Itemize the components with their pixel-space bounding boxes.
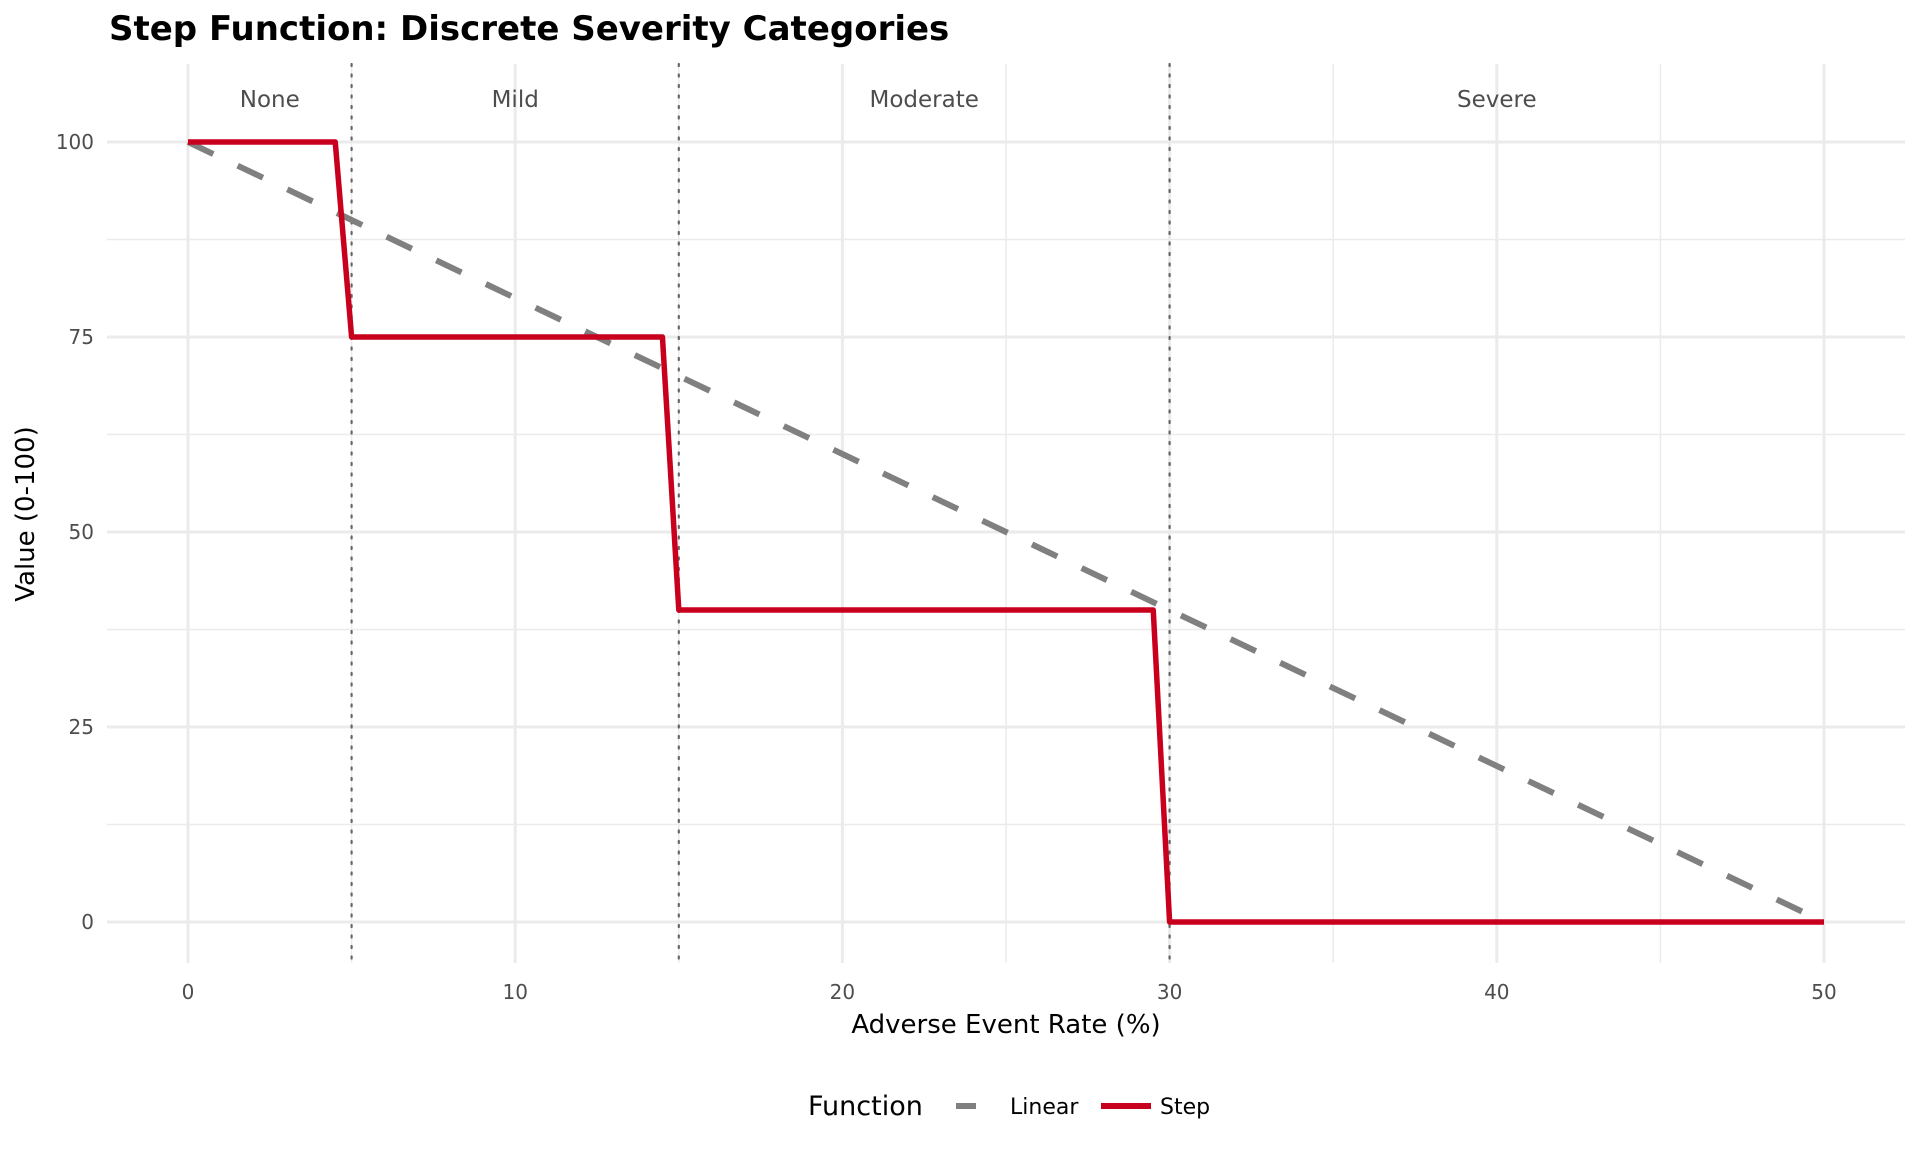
y-tick-label: 75	[69, 325, 94, 349]
series-lines	[186, 139, 1826, 925]
y-axis-title: Value (0-100)	[11, 426, 41, 602]
region-labels: None Mild Moderate Severe	[240, 87, 1537, 113]
y-tick-label: 100	[56, 130, 94, 154]
region-label-mild: Mild	[492, 87, 539, 113]
series-line-linear	[186, 139, 1826, 925]
series-line-step	[188, 139, 1824, 925]
region-label-none: None	[240, 87, 300, 113]
legend: Function Linear Step	[808, 1091, 1210, 1122]
y-tick-label: 50	[69, 520, 94, 544]
threshold-lines	[350, 62, 1171, 965]
x-tick-label: 0	[182, 980, 195, 1004]
chart-title: Step Function: Discrete Severity Categor…	[109, 9, 949, 49]
x-tick-labels: 0 10 20 30 40 50	[182, 980, 1837, 1004]
x-tick-label: 50	[1811, 980, 1836, 1004]
y-tick-labels: 0 25 50 75 100	[56, 130, 94, 934]
region-label-moderate: Moderate	[870, 87, 979, 113]
legend-label-step: Step	[1160, 1095, 1210, 1120]
x-tick-label: 40	[1484, 980, 1509, 1004]
x-axis-title: Adverse Event Rate (%)	[851, 1010, 1160, 1040]
y-tick-label: 25	[69, 715, 94, 739]
x-tick-label: 30	[1157, 980, 1182, 1004]
x-tick-label: 20	[830, 980, 855, 1004]
minor-gridlines	[107, 64, 1905, 963]
legend-title: Function	[808, 1091, 923, 1122]
x-tick-label: 10	[502, 980, 527, 1004]
y-tick-label: 0	[81, 910, 94, 934]
legend-label-linear: Linear	[1010, 1095, 1079, 1120]
region-label-severe: Severe	[1457, 87, 1537, 113]
